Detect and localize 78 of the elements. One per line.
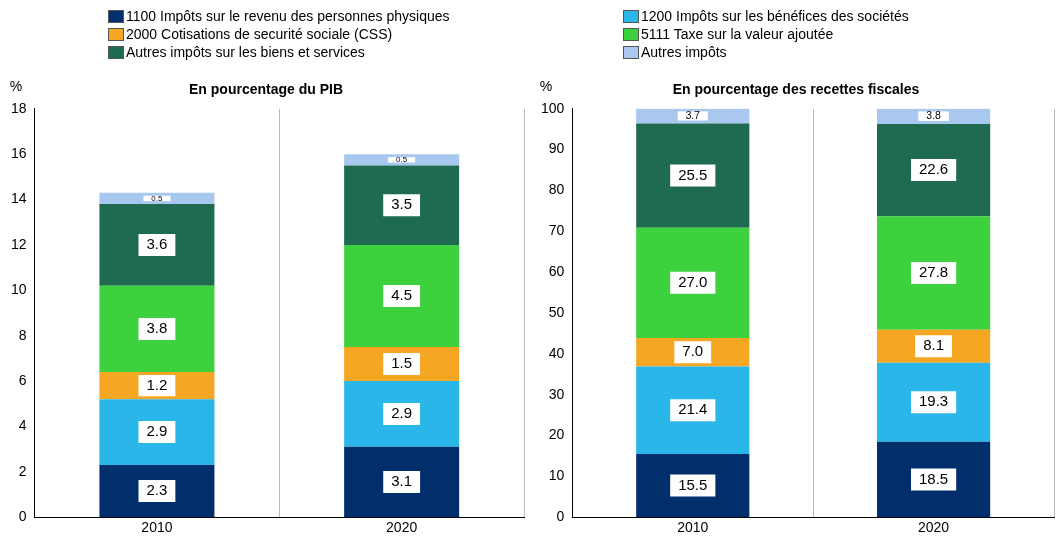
bar (99, 204, 215, 286)
legend-label: 2000 Cotisations de securité sociale (CSS) (126, 26, 393, 42)
data-label: 15.5 (678, 475, 708, 493)
data-label: 3.7 (685, 109, 701, 121)
bar (344, 244, 460, 348)
data-label: 19.3 (918, 392, 949, 410)
data-label: 8.1 (923, 336, 945, 354)
data-label: 27.0 (678, 272, 708, 290)
data-label: 4.5 (391, 286, 413, 304)
data-label: 2.9 (146, 422, 168, 440)
y-tick-label: 2 (18, 462, 27, 479)
legend-label: 5111 Taxe sur la valeur ajoutée (641, 26, 834, 42)
y-tick-label: 80 (548, 181, 565, 198)
y-tick-label: 10 (548, 467, 565, 484)
bar (344, 446, 460, 518)
y-axis-title: % (539, 77, 553, 94)
bar (636, 227, 750, 338)
bar (344, 381, 460, 447)
data-label: 3.5 (391, 195, 413, 213)
y-tick-label: 8 (18, 326, 27, 343)
data-label: 21.4 (678, 400, 708, 418)
data-label: 3.8 (926, 109, 942, 122)
legend-label: Autres impôts sur les biens et services (126, 44, 365, 60)
data-label: 1.2 (146, 375, 168, 393)
y-tick-label: 70 (548, 222, 565, 239)
y-tick-label: 40 (548, 344, 565, 361)
data-label: 1.5 (391, 354, 413, 372)
chart-title: En pourcentage des recettes fiscales (672, 81, 920, 98)
bar (344, 154, 460, 166)
data-label: 0.5 (151, 193, 164, 203)
legend-label: Autres impôts (641, 44, 727, 60)
y-tick-label: 20 (548, 426, 565, 443)
data-label: 25.5 (678, 165, 708, 183)
y-axis-title: % (9, 77, 23, 94)
bar (636, 453, 750, 518)
bar (877, 216, 991, 330)
data-label: 7.0 (682, 342, 704, 360)
bar (99, 285, 215, 372)
chart-title: En pourcentage du PIB (188, 81, 344, 98)
x-tick-label: 2010 (677, 519, 709, 536)
legend-label: 1200 Impôts sur les bénéfices des sociétés (641, 8, 909, 24)
legend-label: 1100 Impôts sur le revenu des personnes physiques (126, 8, 450, 24)
x-tick-label: 2010 (141, 519, 173, 536)
x-tick-label: 2020 (386, 519, 418, 536)
bar (877, 362, 991, 442)
y-tick-label: 100 (541, 99, 565, 116)
bar (99, 192, 215, 205)
y-tick-label: 90 (548, 140, 565, 157)
bar (636, 108, 750, 124)
data-label: 3.6 (146, 235, 168, 253)
y-tick-label: 60 (548, 263, 565, 280)
data-label: 22.6 (918, 160, 949, 178)
bar (344, 165, 460, 245)
bar (99, 399, 215, 466)
bar (877, 123, 991, 217)
y-tick-label: 0 (18, 508, 27, 525)
y-tick-label: 18 (10, 99, 27, 116)
data-label: 18.5 (918, 469, 949, 487)
x-tick-label: 2020 (918, 519, 950, 536)
data-label: 2.3 (146, 481, 168, 499)
y-tick-label: 30 (548, 385, 565, 402)
y-tick-label: 10 (10, 281, 27, 298)
data-label: 3.1 (391, 472, 413, 490)
y-tick-label: 4 (18, 417, 27, 434)
bar (636, 123, 750, 228)
y-tick-label: 50 (548, 303, 565, 320)
data-label: 27.8 (918, 263, 949, 281)
y-tick-label: 16 (10, 145, 27, 162)
y-tick-label: 12 (10, 235, 27, 252)
bar (99, 465, 215, 518)
data-label: 0.5 (396, 155, 408, 165)
data-label: 2.9 (391, 404, 413, 422)
bar (877, 441, 991, 518)
y-tick-label: 6 (18, 371, 27, 388)
data-label: 3.8 (146, 319, 168, 337)
y-tick-label: 14 (10, 190, 27, 207)
y-tick-label: 0 (556, 508, 565, 525)
bar (636, 366, 750, 454)
